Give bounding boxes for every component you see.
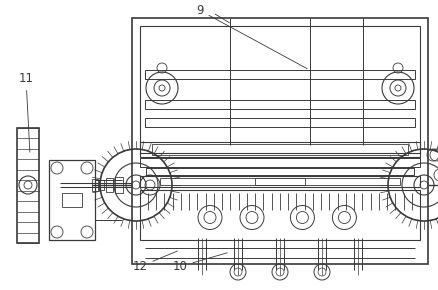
Bar	[159, 178, 399, 185]
Bar	[140, 142, 419, 157]
Bar	[152, 144, 407, 155]
Bar	[115, 177, 123, 193]
Bar	[106, 178, 113, 192]
Text: 12: 12	[132, 251, 177, 273]
Bar	[145, 118, 414, 127]
Bar	[49, 160, 95, 240]
Bar	[146, 168, 413, 175]
Text: 9: 9	[196, 4, 307, 69]
Bar	[140, 176, 419, 187]
Bar	[140, 26, 419, 153]
Bar	[92, 179, 98, 191]
Bar	[132, 18, 427, 264]
Text: 10: 10	[172, 253, 227, 273]
Bar	[140, 158, 419, 167]
Bar	[99, 180, 104, 190]
Bar	[140, 190, 419, 240]
Bar	[62, 193, 82, 207]
Bar	[145, 70, 414, 79]
Text: 11: 11	[18, 72, 33, 152]
Bar	[145, 100, 414, 109]
Bar	[254, 178, 304, 185]
Bar	[17, 128, 39, 243]
